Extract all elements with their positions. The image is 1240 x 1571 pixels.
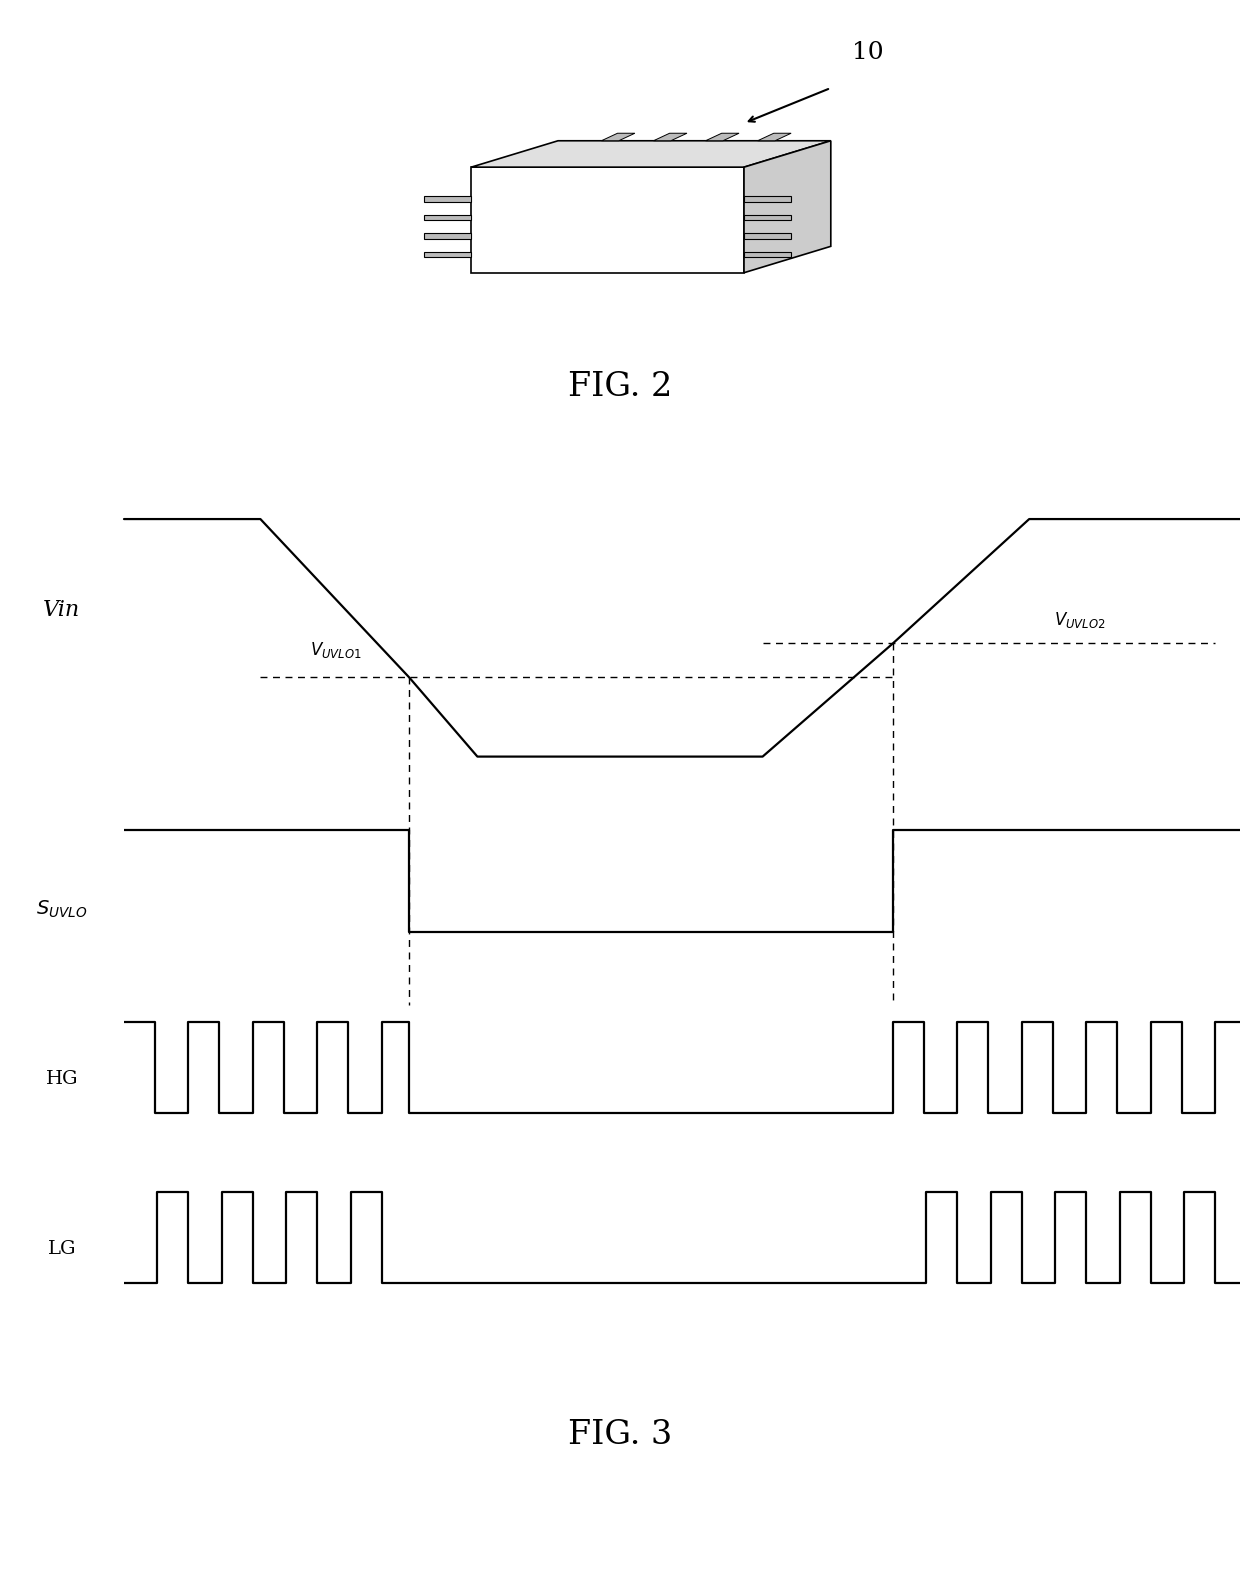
Polygon shape [424,251,471,258]
Polygon shape [601,134,635,141]
Text: $S_{UVLO}$: $S_{UVLO}$ [36,899,88,921]
Polygon shape [744,233,791,239]
Text: $V_{UVLO2}$: $V_{UVLO2}$ [1054,610,1106,630]
Text: LG: LG [48,1240,76,1258]
Polygon shape [744,196,791,203]
Text: FIG. 3: FIG. 3 [568,1419,672,1452]
Text: $V_{UVLO1}$: $V_{UVLO1}$ [310,641,362,660]
Polygon shape [706,134,739,141]
Polygon shape [471,167,744,273]
Polygon shape [744,141,831,273]
Polygon shape [424,215,471,220]
Text: FIG. 2: FIG. 2 [568,371,672,404]
Polygon shape [744,215,791,220]
Text: 10: 10 [852,41,884,64]
Text: Vin: Vin [43,599,81,621]
Polygon shape [758,134,791,141]
Text: HG: HG [46,1070,78,1089]
Polygon shape [744,251,791,258]
Polygon shape [471,141,831,167]
Polygon shape [653,134,687,141]
Polygon shape [424,233,471,239]
Polygon shape [424,196,471,203]
